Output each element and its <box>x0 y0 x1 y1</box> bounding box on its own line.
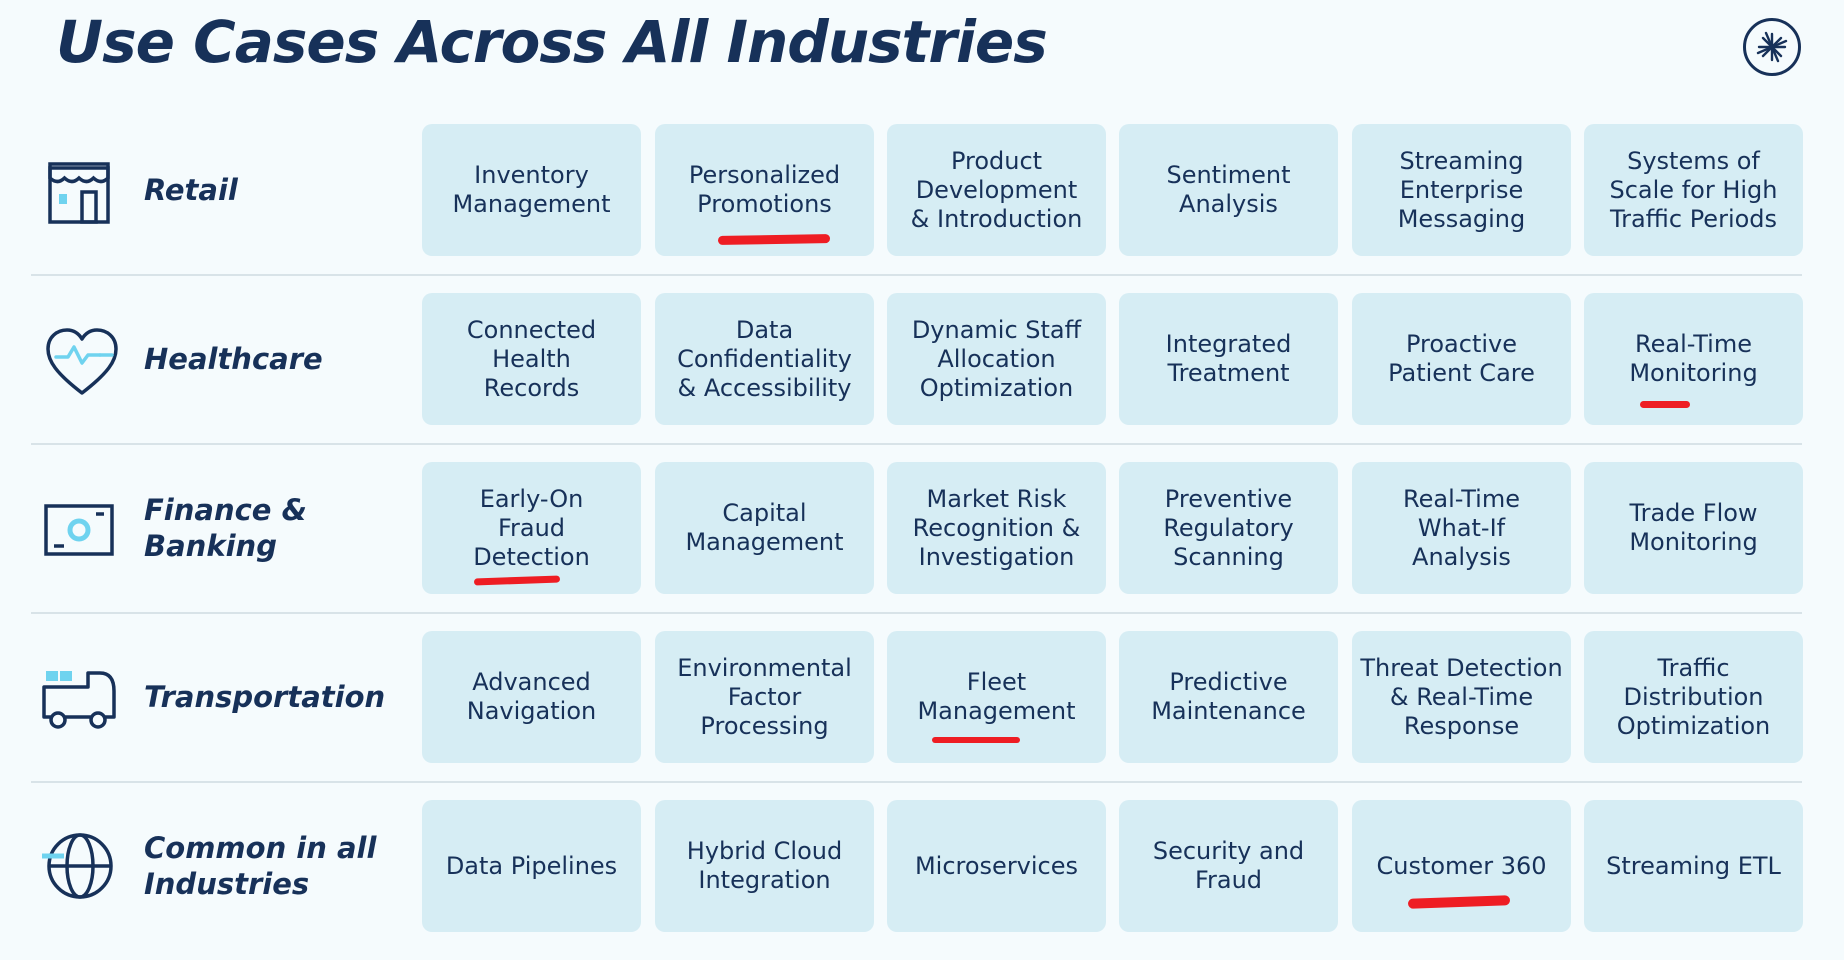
row-divider <box>31 781 1802 783</box>
use-case-card: Product Development & Introduction <box>887 124 1106 256</box>
industry-label: Transportation <box>144 680 386 714</box>
use-case-card: Personalized Promotions <box>655 124 874 256</box>
use-case-card: Systems of Scale for High Traffic Period… <box>1584 124 1803 256</box>
use-case-card: Hybrid Cloud Integration <box>655 800 874 932</box>
use-case-card: Trade Flow Monitoring <box>1584 462 1803 594</box>
industry-row-healthcare: Healthcare Connected Health Records Data… <box>0 293 1844 425</box>
use-case-card: Preventive Regulatory Scanning <box>1119 462 1338 594</box>
use-case-card: Traffic Distribution Optimization <box>1584 631 1803 763</box>
use-case-card: Real-Time Monitoring <box>1584 293 1803 425</box>
use-case-card: Connected Health Records <box>422 293 641 425</box>
use-case-card: Data Pipelines <box>422 800 641 932</box>
use-case-card: Data Confidentiality & Accessibility <box>655 293 874 425</box>
red-underline-mark <box>1640 401 1690 408</box>
use-case-card: Sentiment Analysis <box>1119 124 1338 256</box>
row-divider <box>31 612 1802 614</box>
page-title: Use Cases Across All Industries <box>56 8 1048 76</box>
use-case-card: Dynamic Staff Allocation Optimization <box>887 293 1106 425</box>
row-divider <box>31 443 1802 445</box>
globe-icon <box>42 833 113 899</box>
use-case-card: Real-Time What-If Analysis <box>1352 462 1571 594</box>
use-case-card: Predictive Maintenance <box>1119 631 1338 763</box>
use-case-card: Inventory Management <box>422 124 641 256</box>
use-case-card: Advanced Navigation <box>422 631 641 763</box>
heart-pulse-icon <box>46 328 118 395</box>
use-case-card: Fleet Management <box>887 631 1106 763</box>
row-divider <box>31 274 1802 276</box>
use-case-card: Integrated Treatment <box>1119 293 1338 425</box>
use-case-card: Microservices <box>887 800 1106 932</box>
industry-label: Healthcare <box>144 342 323 376</box>
industry-row-common: Common in all Industries Data Pipelines … <box>0 800 1844 932</box>
use-case-card: Threat Detection & Real-Time Response <box>1352 631 1571 763</box>
banknote-icon <box>44 504 114 556</box>
use-case-card: Customer 360 <box>1352 800 1571 932</box>
use-case-card: Market Risk Recognition & Investigation <box>887 462 1106 594</box>
industry-label: Common in all Industries <box>144 831 377 901</box>
use-case-card: Capital Management <box>655 462 874 594</box>
storefront-icon <box>48 162 110 224</box>
use-case-card: Streaming ETL <box>1584 800 1803 932</box>
industry-label: Finance & Banking <box>144 493 307 563</box>
red-underline-mark <box>932 737 1020 743</box>
use-case-card: Streaming Enterprise Messaging <box>1352 124 1571 256</box>
use-case-card: Early-On Fraud Detection <box>422 462 641 594</box>
industry-row-transportation: Transportation Advanced Navigation Envir… <box>0 631 1844 763</box>
use-case-card: Environmental Factor Processing <box>655 631 874 763</box>
truck-icon <box>42 671 116 729</box>
brand-logo-icon <box>1743 18 1801 76</box>
industry-label: Retail <box>144 173 238 207</box>
use-case-card: Proactive Patient Care <box>1352 293 1571 425</box>
industry-row-finance: Finance & Banking Early-On Fraud Detecti… <box>0 462 1844 594</box>
industry-row-retail: Retail Inventory Management Personalized… <box>0 124 1844 256</box>
use-case-card: Security and Fraud <box>1119 800 1338 932</box>
